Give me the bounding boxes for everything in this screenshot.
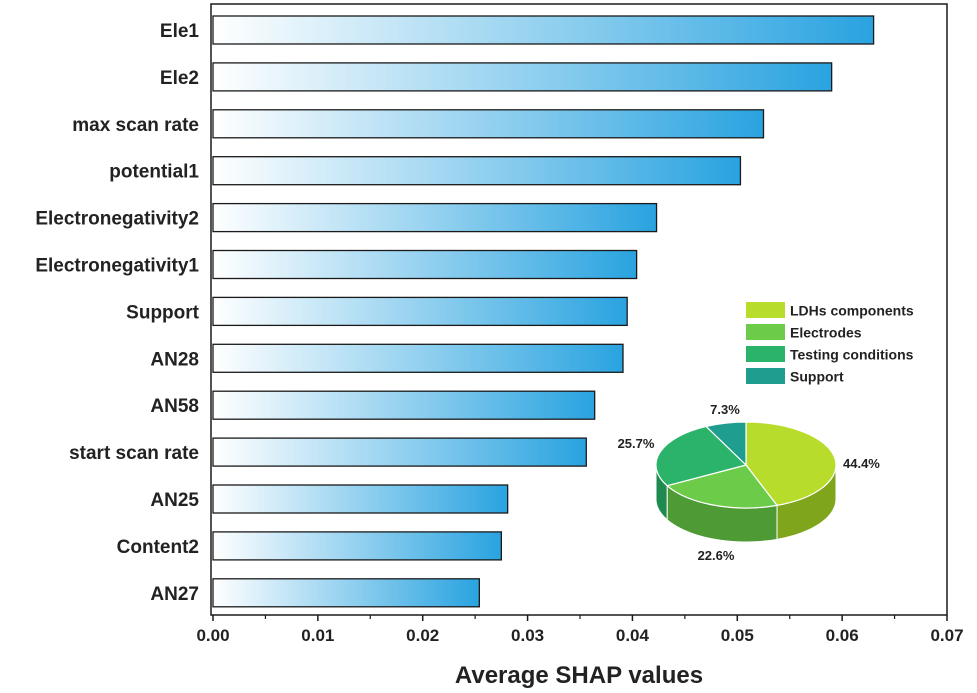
bar-max-scan-rate <box>212 109 765 139</box>
bar-electronegativity1 <box>212 249 638 280</box>
x-axis: 0.00 0.01 0.02 0.03 0.04 0.05 0.06 0.07 <box>196 615 964 645</box>
y-tick-label: Support <box>126 302 199 323</box>
x-tick-label: 0.06 <box>826 626 859 645</box>
y-tick-label: AN28 <box>150 349 199 370</box>
pie-value-label: 44.4% <box>843 456 880 471</box>
legend-label: Support <box>790 369 844 385</box>
bar-an58 <box>212 390 596 420</box>
bar-content2 <box>212 531 503 561</box>
bar-ele1 <box>212 15 875 45</box>
legend-swatch <box>746 302 785 318</box>
x-tick-label: 0.01 <box>301 626 334 645</box>
y-tick-label: Electronegativity2 <box>35 209 199 230</box>
bar-support <box>212 296 628 327</box>
x-tick-label: 0.00 <box>196 626 229 645</box>
bar-start-scan-rate <box>212 437 587 467</box>
y-tick-label: Electronegativity1 <box>35 256 199 277</box>
y-tick-label: Ele2 <box>160 68 199 89</box>
bar-ele2 <box>212 62 833 92</box>
bar-an27 <box>212 578 480 608</box>
pie-legend: LDHs components Electrodes Testing conditi… <box>746 302 914 385</box>
x-tick-label: 0.05 <box>721 626 754 645</box>
legend-swatch <box>746 324 785 340</box>
x-tick-label: 0.02 <box>406 626 439 645</box>
pie-slice-electrodes <box>665 464 779 509</box>
x-tick-label: 0.04 <box>616 626 650 645</box>
bar-an28 <box>212 343 624 373</box>
pie-slice-support <box>704 421 747 467</box>
legend-label: LDHs components <box>790 303 914 319</box>
pie-value-label: 7.3% <box>710 402 740 417</box>
legend-swatch <box>746 346 785 362</box>
y-tick-label: potential1 <box>109 162 199 183</box>
y-tick-label: AN58 <box>150 396 199 417</box>
y-tick-label: max scan rate <box>72 115 199 136</box>
y-tick-labels: Ele1 Ele2 max scan rate potential1 Electrone… <box>35 21 199 605</box>
pie-value-label: 25.7% <box>618 436 655 451</box>
legend-label: Electrodes <box>790 325 862 341</box>
y-tick-label: Ele1 <box>160 21 200 42</box>
bar-an25 <box>212 484 509 514</box>
pie-slice-ldhs-components <box>745 421 837 507</box>
y-tick-label: Content2 <box>117 537 199 558</box>
pie-chart: 44.4% 22.6% 25.7% 7.3% <box>618 402 881 563</box>
bar-electronegativity2 <box>212 202 658 233</box>
pie-value-label: 22.6% <box>698 548 735 563</box>
legend-swatch <box>746 368 785 384</box>
y-tick-label: start scan rate <box>69 443 199 464</box>
x-tick-label: 0.07 <box>930 626 963 645</box>
x-axis-title: Average SHAP values <box>455 662 703 689</box>
plot-frame <box>210 3 948 616</box>
x-tick-label: 0.03 <box>511 626 544 645</box>
y-tick-label: AN25 <box>150 490 199 511</box>
bar-potential1 <box>212 156 742 186</box>
pie-slice-testing-conditions <box>655 425 748 487</box>
legend-label: Testing conditions <box>790 347 914 363</box>
y-tick-label: AN27 <box>150 584 199 605</box>
bar-series <box>212 15 875 608</box>
